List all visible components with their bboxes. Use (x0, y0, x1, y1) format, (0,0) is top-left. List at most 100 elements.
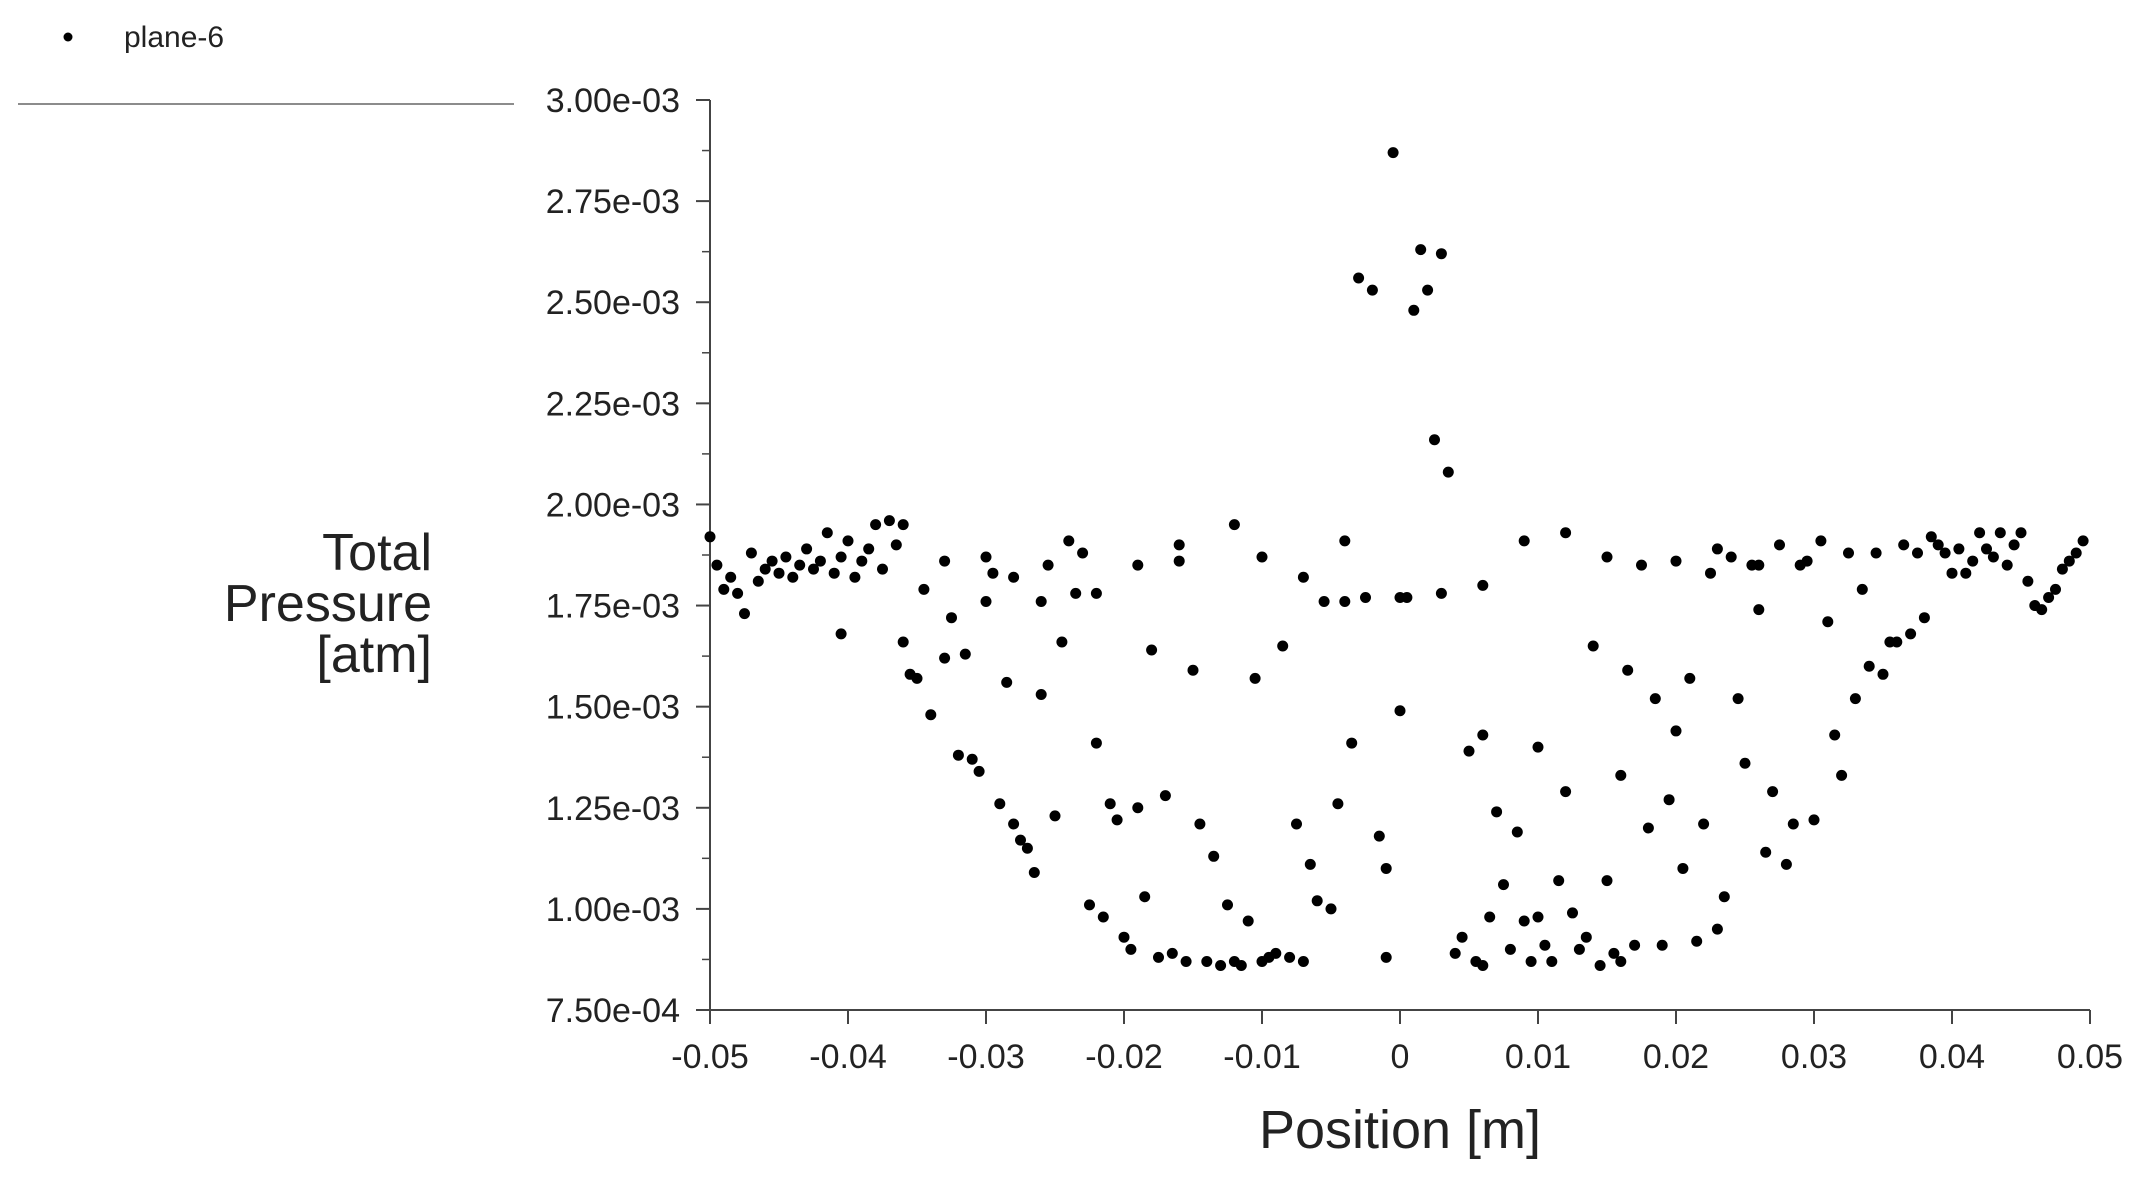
data-point (1132, 559, 1144, 571)
data-point (1587, 640, 1599, 652)
data-point (1546, 955, 1558, 967)
data-point (1090, 587, 1102, 599)
legend-label: plane-6 (124, 21, 224, 54)
data-point (1228, 519, 1240, 531)
data-point (1518, 535, 1530, 547)
data-point (1877, 668, 1889, 680)
data-point (877, 563, 888, 575)
data-point (1780, 858, 1792, 870)
data-point (1870, 547, 1882, 559)
data-point (1677, 862, 1689, 874)
data-point (1580, 931, 1592, 943)
x-tick-label: 0.01 (1505, 1038, 1571, 1076)
data-point (1560, 786, 1572, 798)
data-point (897, 519, 909, 531)
data-point (1394, 705, 1406, 717)
data-point (1994, 527, 2006, 539)
data-point (1525, 955, 1537, 967)
data-point (1518, 915, 1530, 927)
data-point (1898, 539, 1910, 551)
data-point (1070, 587, 1082, 599)
data-point (1325, 903, 1337, 915)
data-point (1615, 769, 1627, 781)
data-point (1684, 672, 1696, 684)
data-point (1311, 895, 1323, 907)
data-point (835, 551, 847, 563)
data-points (704, 147, 2089, 972)
data-point (1705, 567, 1716, 579)
data-point (1774, 539, 1785, 551)
data-point (939, 652, 951, 664)
data-point (759, 563, 771, 575)
data-point (1912, 547, 1923, 559)
data-point (1242, 915, 1254, 927)
data-point (835, 628, 847, 640)
data-point (1111, 814, 1123, 826)
data-point (1373, 830, 1385, 842)
data-point (1753, 604, 1765, 616)
data-point (1477, 960, 1489, 972)
data-point (1711, 543, 1723, 555)
data-point (939, 555, 951, 567)
data-point (1511, 826, 1523, 838)
data-point (1760, 846, 1772, 858)
data-point (794, 559, 806, 571)
data-point (752, 575, 764, 587)
data-point (2015, 527, 2027, 539)
data-point (1849, 693, 1861, 705)
data-point (1339, 596, 1351, 608)
data-point (1601, 551, 1613, 563)
x-tick-label: -0.03 (947, 1038, 1025, 1076)
data-point (1228, 955, 1240, 967)
data-point (1732, 693, 1744, 705)
data-point (959, 648, 971, 660)
data-point (1035, 596, 1047, 608)
data-point (1636, 559, 1647, 571)
y-axis-title-line-3: [atm] (316, 626, 432, 684)
data-point (1836, 769, 1848, 781)
data-point (828, 567, 840, 579)
data-point (2036, 604, 2048, 616)
data-point (787, 571, 799, 583)
data-point (952, 749, 964, 761)
data-point (918, 583, 930, 595)
data-point (1987, 551, 1999, 563)
data-point (1435, 248, 1447, 260)
data-point (2043, 591, 2055, 603)
data-point (1042, 559, 1054, 571)
data-point (1608, 947, 1620, 959)
data-point (1408, 304, 1420, 316)
data-point (1808, 814, 1820, 826)
data-point (808, 563, 819, 575)
data-point (1801, 555, 1813, 567)
data-point (1008, 818, 1020, 830)
data-point (1739, 757, 1751, 769)
y-tick-label: 1.75e-03 (546, 588, 680, 626)
data-point (773, 567, 785, 579)
data-point (1394, 591, 1406, 603)
y-tick-label: 3.00e-03 (546, 82, 680, 120)
y-tick-label: 1.50e-03 (546, 689, 680, 727)
data-point (1622, 664, 1634, 676)
data-point (890, 539, 902, 551)
data-point (1767, 786, 1779, 798)
data-point (987, 567, 999, 579)
data-point (2070, 547, 2082, 559)
data-point (1974, 527, 1986, 539)
legend: plane-6 (18, 21, 514, 105)
data-point (1297, 955, 1309, 967)
data-point (1049, 810, 1061, 822)
data-point (1946, 567, 1958, 579)
data-point (1560, 527, 1572, 539)
data-point (1442, 466, 1454, 478)
data-point (1097, 911, 1109, 923)
data-point (2001, 559, 2013, 571)
data-point (1601, 875, 1613, 887)
data-point (780, 551, 792, 563)
data-point (1670, 725, 1682, 737)
x-tick-label: 0.02 (1643, 1038, 1709, 1076)
data-point (1787, 818, 1799, 830)
data-point (1567, 907, 1578, 919)
x-tick-label: -0.02 (1085, 1038, 1163, 1076)
